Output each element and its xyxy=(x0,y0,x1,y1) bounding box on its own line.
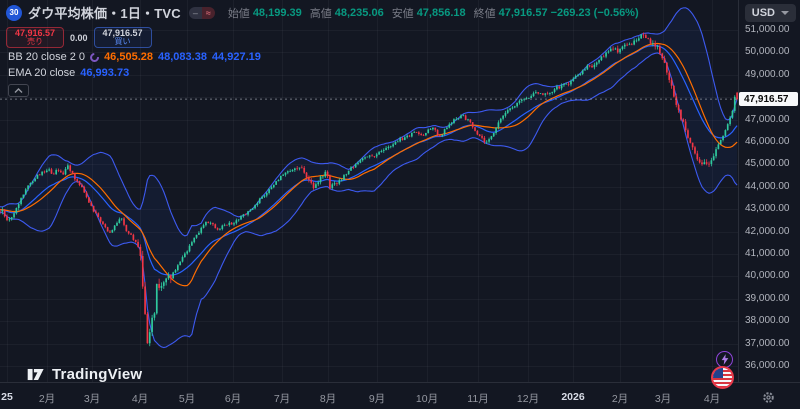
time-tick: 9月 xyxy=(368,393,386,405)
price-tick: 39,000.00 xyxy=(745,292,790,304)
price-tick: 37,000.00 xyxy=(745,337,790,349)
ema-legend[interactable]: EMA 20 close 46,993.73 xyxy=(8,67,129,79)
minus-icon: – xyxy=(188,6,202,19)
time-tick: 2月 xyxy=(611,393,629,405)
ema-legend-title: EMA 20 close xyxy=(8,67,76,79)
time-tick: 10月 xyxy=(415,393,439,405)
chevron-down-icon xyxy=(781,11,789,15)
ema-value: 46,993.73 xyxy=(80,67,130,79)
time-tick: 2026 xyxy=(561,391,585,403)
time-tick: 3月 xyxy=(654,393,672,405)
time-tick: 11月 xyxy=(467,393,489,405)
high-label: 高値 xyxy=(309,7,332,20)
time-tick: 5月 xyxy=(178,393,196,405)
us-flag-icon xyxy=(713,368,724,378)
chart-header: 30 ダウ平均株価・1日・TVC – ≈ 始値 48,199.39 高値 48,… xyxy=(6,4,639,21)
currency-dropdown[interactable]: USD xyxy=(744,4,796,22)
low-label: 安値 xyxy=(391,7,414,20)
time-axis[interactable]: 25 2月 3月 4月 5月 6月 7月 8月 9月 10月 11月 12月 2026 2月 3月 4月 xyxy=(0,382,800,409)
price-tick: 40,000.00 xyxy=(745,270,790,282)
high-value: 48,235.06 xyxy=(334,6,384,19)
sell-label: 売り xyxy=(27,37,43,47)
ohlc-readout: 始値 48,199.39 高値 48,235.06 安値 47,856.18 終… xyxy=(223,5,639,21)
market-flag-icon: ≈ xyxy=(201,6,215,19)
spread-value: 0.00 xyxy=(70,32,88,43)
time-tick: 6月 xyxy=(224,393,242,405)
price-axis[interactable]: 51,000.0050,000.0049,000.0048,000.0047,0… xyxy=(738,0,800,382)
last-price-label: 47,916.57 xyxy=(739,92,798,106)
buy-price: 47,916.57 xyxy=(102,27,143,38)
trade-panel: 47,916.57 売り 0.00 47,916.57 買い xyxy=(6,27,152,48)
bb-basis-value: 46,505.28 xyxy=(104,51,153,63)
price-tick: 46,000.00 xyxy=(745,136,790,147)
market-status-badge[interactable]: – ≈ xyxy=(188,6,215,19)
time-tick: 8月 xyxy=(319,393,337,405)
loading-spinner-icon xyxy=(88,50,101,64)
bb-lower-value: 44,927.19 xyxy=(211,51,261,63)
buy-button[interactable]: 47,916.57 買い xyxy=(93,27,152,48)
buy-label: 買い xyxy=(114,37,131,47)
currency-value: USD xyxy=(751,7,775,19)
time-tick: 4月 xyxy=(131,393,149,405)
price-tick: 47,000.00 xyxy=(745,113,790,125)
open-label: 始値 xyxy=(227,7,250,20)
collapse-legend-button[interactable] xyxy=(8,84,29,97)
price-tick: 49,000.00 xyxy=(745,68,790,80)
price-tick: 36,000.00 xyxy=(745,360,790,371)
axis-settings-button[interactable] xyxy=(760,390,776,405)
chevron-up-icon xyxy=(14,87,23,93)
sell-price: 47,916.57 xyxy=(14,27,56,38)
gear-icon xyxy=(762,392,774,403)
close-label: 終値 xyxy=(473,7,496,20)
bollinger-legend[interactable]: BB 20 close 2 0 46,505.28 48,083.38 44,9… xyxy=(8,50,261,64)
tradingview-logo-text: TradingView xyxy=(52,366,143,383)
tradingview-logo-icon xyxy=(27,368,44,381)
bb-upper-value: 48,083.38 xyxy=(158,51,207,63)
time-tick: 2月 xyxy=(38,393,56,405)
price-tick: 50,000.00 xyxy=(745,46,790,58)
time-tick: 25 xyxy=(1,391,13,403)
symbol-title[interactable]: ダウ平均株価・1日・TVC xyxy=(28,6,181,21)
close-value: 47,916.57 xyxy=(498,6,548,19)
us-flag-button[interactable] xyxy=(711,366,734,389)
sell-button[interactable]: 47,916.57 売り xyxy=(6,27,64,48)
price-tick: 51,000.00 xyxy=(745,24,790,35)
time-tick: 4月 xyxy=(703,393,721,405)
price-tick: 42,000.00 xyxy=(745,225,790,237)
price-tick: 38,000.00 xyxy=(745,315,790,327)
price-tick: 43,000.00 xyxy=(745,203,790,215)
change-value: −269.23 (−0.56%) xyxy=(550,6,639,19)
price-tick: 45,000.00 xyxy=(745,158,790,170)
price-tick: 44,000.00 xyxy=(745,180,790,192)
symbol-logo-icon: 30 xyxy=(6,4,22,21)
open-value: 48,199.39 xyxy=(252,6,302,19)
low-value: 47,856.18 xyxy=(416,6,466,19)
tradingview-watermark[interactable]: TradingView xyxy=(27,366,142,383)
bollinger-legend-title: BB 20 close 2 0 xyxy=(8,51,86,63)
time-tick: 3月 xyxy=(83,393,101,405)
price-tick: 41,000.00 xyxy=(745,248,790,259)
time-tick: 12月 xyxy=(516,393,540,405)
lightning-icon xyxy=(721,354,728,365)
time-tick: 7月 xyxy=(273,393,291,405)
